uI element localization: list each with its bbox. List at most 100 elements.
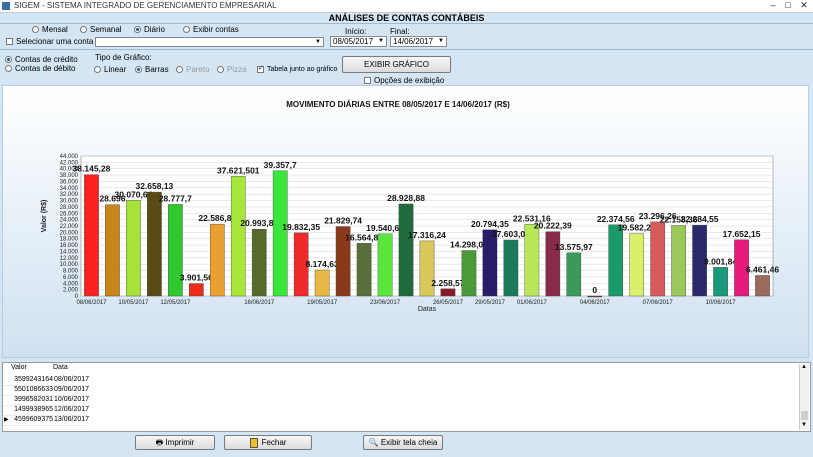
x-tick-label: 10/06/2017 [706, 300, 737, 306]
y-axis-label: Valor (R$) [41, 200, 48, 233]
bar [482, 229, 498, 297]
x-tick-label: 23/06/2017 [370, 300, 401, 306]
scroll-thumb[interactable] [801, 411, 808, 420]
x-tick-label: 26/05/2017 [433, 300, 464, 306]
minimize-button[interactable]: – [770, 0, 776, 10]
account-type-label: Contas de crédito [15, 55, 78, 64]
close-button[interactable]: Fechar [224, 435, 312, 450]
chart-type-linear[interactable]: Linear [94, 65, 126, 75]
chevron-down-icon: ▼ [438, 38, 444, 44]
bar-value-label: 22.586,84 [198, 213, 236, 223]
close-window-button[interactable]: ✕ [800, 0, 808, 10]
end-date-label: Final: [390, 27, 410, 36]
scroll-down-icon[interactable]: ▼ [801, 422, 807, 428]
close-button-label: Fechar [261, 438, 287, 447]
y-tick-label: 38.000 [60, 173, 79, 179]
fullscreen-button[interactable]: 🔍 Exibir tela cheia [363, 435, 443, 450]
select-account-checkbox[interactable]: Selecionar uma conta [6, 37, 93, 47]
bar [147, 191, 162, 297]
print-button[interactable]: 🖶 Imprimir [135, 435, 215, 450]
x-axis-label: Datas [418, 306, 437, 313]
account-type-debit[interactable]: Contas de débito [5, 64, 76, 74]
table-row[interactable]: ▶ 4599609375 13/06/2017 [3, 415, 90, 426]
table-header-data: Data [53, 364, 68, 371]
chart-type-pizza: Pizza [217, 65, 247, 75]
cell-valor: 4599609375 [14, 416, 53, 423]
chart-title: MOVIMENTO DIÁRIAS ENTRE 08/05/2017 E 14/… [286, 100, 510, 109]
bar [272, 170, 288, 297]
y-tick-label: 28.000 [60, 205, 79, 211]
bar-value-label: 23.296,26 [639, 211, 677, 221]
bar-value-label: 37.621,501 [217, 165, 260, 175]
table-with-chart-label: Tabela junto ao gráfico [267, 66, 338, 73]
app-icon [2, 2, 10, 10]
x-tick-label: 01/06/2017 [517, 300, 548, 306]
cell-valor: 3599243164 [14, 376, 53, 383]
cell-data: 08/06/2017 [54, 376, 90, 383]
y-tick-label: 12.000 [60, 256, 79, 262]
bar [503, 239, 519, 297]
bar [629, 233, 645, 297]
bar-value-label: 22.284,55 [681, 214, 719, 224]
period-mensal[interactable]: Mensal [32, 25, 68, 35]
radio-icon [176, 66, 183, 74]
scroll-up-icon[interactable]: ▲ [801, 364, 807, 370]
bar-value-label: 8.174,63 [306, 259, 339, 269]
table-row[interactable]: 5501086633 09/06/2017 [3, 385, 90, 396]
y-tick-label: 8.000 [63, 269, 79, 275]
bar-value-label: 19.832,35 [282, 222, 320, 232]
cell-data: 13/06/2017 [54, 416, 90, 423]
cell-data: 09/06/2017 [54, 386, 90, 393]
account-type-label: Contas de débito [15, 64, 76, 73]
data-table[interactable]: Valor Data 3599243164 08/06/2017 550108663… [2, 362, 811, 432]
bar [377, 233, 393, 297]
bar [524, 224, 540, 297]
table-row[interactable]: 1499938965 12/06/2017 [3, 405, 89, 416]
bar [168, 204, 183, 297]
x-tick-label: 07/06/2017 [643, 300, 674, 306]
cell-data: 10/06/2017 [54, 396, 90, 403]
period-semanal[interactable]: Semanal [80, 25, 122, 35]
cell-valor: 1499938965 [14, 406, 53, 413]
cell-valor: 3996582031 [14, 396, 53, 403]
bar-value-label: 19.540,62 [366, 223, 404, 233]
table-with-chart-checkbox[interactable]: Tabela junto ao gráfico [257, 64, 338, 75]
period-diario[interactable]: Diário [134, 25, 165, 35]
magnifier-icon: 🔍 [368, 438, 381, 447]
print-button-label: Imprimir [165, 438, 195, 447]
period-label: Exibir contas [193, 25, 239, 34]
display-options-checkbox[interactable]: Opções de exibição [364, 76, 444, 86]
table-scrollbar[interactable]: ▲ ▼ [799, 364, 809, 430]
door-icon [249, 437, 258, 448]
y-tick-label: 14.000 [60, 249, 79, 255]
table-row[interactable]: 3599243164 08/06/2017 [3, 375, 90, 386]
radio-icon [80, 26, 87, 34]
bar-value-label: 28.777,7 [159, 193, 192, 203]
checkbox-icon [6, 38, 13, 46]
period-label: Mensal [42, 25, 68, 34]
bar-value-label: 9.001,84 [704, 256, 737, 266]
maximize-button[interactable]: □ [785, 0, 791, 10]
chart-type-barras[interactable]: Barras [135, 65, 169, 75]
bar-value-label: 17.316,24 [408, 230, 446, 240]
period-exibir-contas[interactable]: Exibir contas [183, 25, 239, 35]
table-row[interactable]: 3996582031 10/06/2017 [3, 395, 90, 406]
chevron-down-icon: ▼ [378, 38, 384, 44]
y-tick-label: 6.000 [63, 275, 79, 281]
account-dropdown[interactable]: ▼ [95, 37, 324, 47]
end-date-field[interactable]: 14/06/2017 ▼ [390, 36, 447, 47]
show-chart-button[interactable]: EXIBIR GRÁFICO [342, 56, 451, 73]
bar [230, 176, 246, 297]
bar [650, 221, 665, 297]
bar-value-label: 3.901,56 [180, 273, 213, 283]
bar [755, 275, 770, 297]
bar [189, 283, 204, 297]
fullscreen-button-label: Exibir tela cheia [380, 438, 438, 447]
account-type-credit[interactable]: Contas de crédito [5, 55, 78, 65]
end-date-value: 14/06/2017 [393, 37, 434, 46]
chart-type-pareto: Pareto [176, 65, 210, 75]
start-date-field[interactable]: 08/05/2017 ▼ [330, 36, 387, 47]
radio-icon [94, 66, 101, 74]
table-header-valor: Valor [11, 364, 27, 371]
bar [335, 226, 351, 297]
